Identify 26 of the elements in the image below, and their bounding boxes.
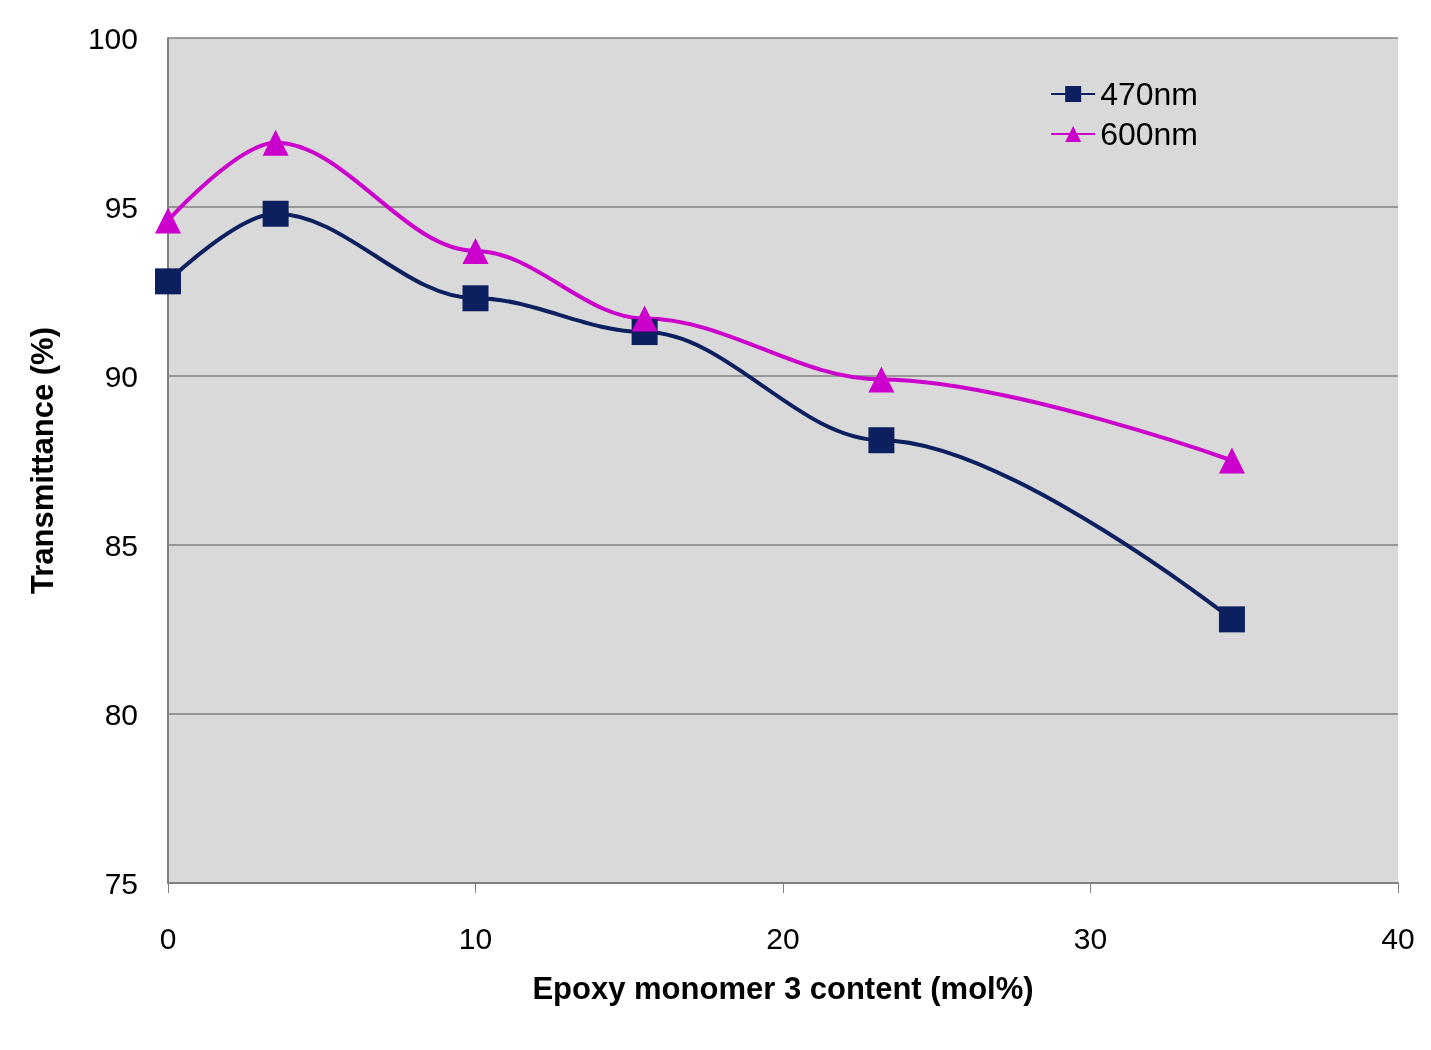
- y-tick-label: 85: [104, 528, 138, 562]
- x-tick-label: 20: [766, 921, 800, 955]
- point: [1218, 447, 1245, 474]
- x-tick-label: 30: [1073, 921, 1108, 955]
- point: [262, 200, 289, 227]
- point: [868, 427, 895, 454]
- y-tick-label: 95: [104, 190, 138, 224]
- y-axis-title: Transmittance (%): [25, 326, 60, 595]
- x-tick-label: 10: [458, 921, 493, 955]
- point: [631, 305, 658, 332]
- x-tick-label: 40: [1381, 921, 1415, 955]
- point: [462, 237, 489, 264]
- point: [868, 366, 895, 393]
- point: [462, 285, 489, 312]
- legend-label: 600nm: [1100, 116, 1198, 152]
- legend-label: 470nm: [1100, 76, 1198, 112]
- y-tick-label: 75: [104, 866, 138, 900]
- y-tick-label: 90: [104, 359, 138, 393]
- point: [155, 207, 181, 234]
- point: [155, 268, 181, 295]
- point: [262, 129, 289, 156]
- x-axis-title: Epoxy monomer 3 content (mol%): [532, 971, 1034, 1006]
- y-tick-label: 100: [87, 21, 138, 55]
- point: [1218, 606, 1245, 633]
- x-tick-label: 0: [159, 921, 177, 955]
- y-tick-label: 80: [104, 697, 138, 731]
